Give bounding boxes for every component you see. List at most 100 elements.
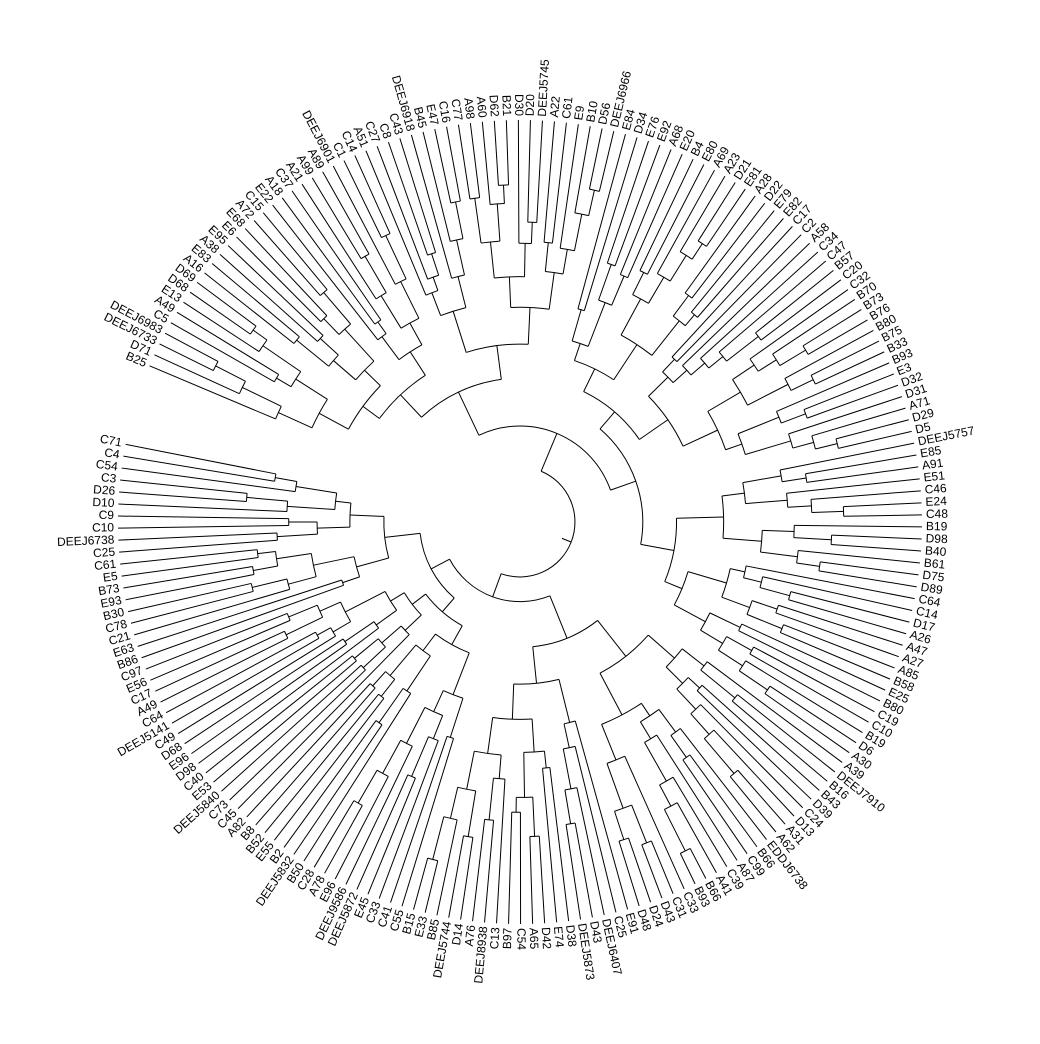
branch-segment: [365, 150, 427, 296]
branch-segment: [738, 670, 768, 691]
branch-segment: [345, 591, 386, 613]
branch-segment: [432, 276, 439, 291]
branch-segment: [690, 210, 775, 313]
branch-segment: [488, 778, 494, 820]
leaf-label: D75: [922, 568, 946, 585]
branch-arc: [293, 336, 300, 344]
leaf-label: C8: [376, 121, 394, 140]
leaf-label: C55: [387, 908, 407, 933]
branch-segment: [760, 551, 798, 558]
branch-segment: [246, 683, 371, 818]
branch-segment: [344, 328, 375, 362]
branch-segment: [406, 655, 431, 692]
branch-segment: [803, 373, 894, 411]
branch-segment: [452, 311, 467, 353]
branch-segment: [141, 584, 344, 659]
branch-segment: [431, 253, 440, 276]
branch-segment: [362, 646, 386, 668]
branch-segment: [406, 707, 426, 744]
branch-segment: [783, 624, 895, 669]
branch-segment: [779, 349, 806, 367]
leaf-label: D26: [93, 482, 116, 498]
branch-segment: [610, 480, 636, 491]
branch-arc: [639, 270, 648, 275]
branch-segment: [620, 298, 642, 336]
leaf-label: A65: [527, 928, 542, 950]
branch-arc: [703, 729, 715, 739]
branch-segment: [492, 573, 502, 597]
leaf-label: DEEJ6738: [57, 532, 115, 549]
branch-segment: [381, 625, 402, 644]
leaf-label: C64: [917, 592, 942, 610]
branch-segment: [681, 648, 705, 667]
branch-segment: [145, 612, 288, 670]
branch-arc: [721, 568, 731, 598]
branch-segment: [159, 343, 214, 371]
branch-segment: [548, 272, 555, 310]
branch-segment: [632, 272, 645, 295]
branch-arc: [375, 292, 387, 300]
branch-segment: [738, 630, 881, 702]
branch-segment: [281, 197, 376, 325]
leaf-label: D31: [903, 381, 929, 401]
branch-segment: [811, 510, 844, 513]
branch-arc: [493, 777, 505, 780]
leaf-label: D14: [449, 922, 466, 946]
branch-segment: [460, 837, 474, 920]
branch-segment: [257, 550, 276, 555]
branch-segment: [311, 177, 362, 259]
branch-arc: [310, 553, 317, 577]
branch-segment: [749, 653, 869, 723]
branch-segment: [676, 234, 802, 362]
branch-arc: [772, 353, 781, 366]
branch-segment: [573, 343, 581, 361]
branch-segment: [757, 359, 777, 372]
leaf-label: C25: [93, 545, 116, 561]
branch-segment: [449, 787, 459, 819]
branch-segment: [400, 281, 420, 319]
branch-segment: [737, 769, 786, 825]
branch-segment: [356, 774, 409, 890]
leaf-label: A47: [905, 639, 930, 659]
leaf-label: C54: [95, 457, 119, 474]
branch-segment: [640, 543, 675, 551]
branch-segment: [755, 269, 834, 334]
leaf-label: B85: [424, 917, 442, 941]
leaf-label: D20: [523, 94, 538, 117]
branch-arc: [680, 847, 691, 854]
leaf-label: B73: [97, 581, 121, 598]
branch-segment: [815, 351, 885, 385]
branch-segment: [687, 571, 727, 584]
branch-segment: [198, 627, 379, 764]
branch-segment: [378, 688, 404, 723]
leaf-label: B40: [924, 543, 947, 559]
branch-segment: [291, 190, 382, 321]
branch-segment: [118, 525, 289, 529]
branch-segment: [802, 309, 862, 347]
branch-segment: [664, 581, 683, 590]
branch-segment: [466, 751, 475, 790]
branch-arc: [340, 601, 352, 622]
leaf-label: C13: [487, 927, 502, 950]
branch-segment: [422, 131, 451, 242]
branch-segment: [574, 720, 629, 910]
branch-segment: [700, 251, 819, 359]
branch-segment: [543, 121, 555, 243]
branch-segment: [701, 684, 820, 791]
branch-segment: [433, 690, 444, 712]
branch-segment: [177, 635, 336, 734]
branch-segment: [319, 601, 341, 612]
leaf-label: C54: [514, 928, 528, 950]
branch-segment: [781, 413, 806, 424]
branch-segment: [367, 777, 416, 895]
branch-segment: [165, 631, 316, 714]
branch-segment: [611, 275, 625, 306]
leaf-label: B19: [926, 519, 948, 533]
branch-segment: [332, 165, 396, 285]
branch-segment: [344, 621, 375, 642]
branch-arc: [400, 317, 420, 329]
branch-arc: [583, 391, 640, 440]
branch-segment: [390, 736, 448, 903]
branch-segment: [264, 693, 380, 834]
branch-segment: [764, 693, 850, 754]
